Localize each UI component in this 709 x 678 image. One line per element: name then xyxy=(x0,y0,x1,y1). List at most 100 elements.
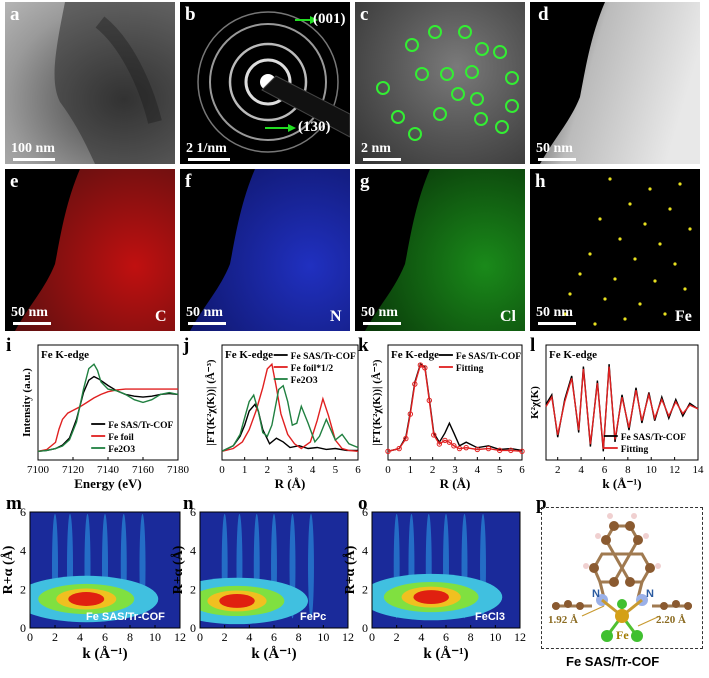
panel-letter: p xyxy=(536,493,547,514)
scale-label: 100 nm xyxy=(11,141,55,156)
x-tick-label: 2 xyxy=(52,630,58,644)
panel-f-nitrogen-map: f N 50 nm xyxy=(180,169,350,331)
panel-letter: g xyxy=(360,171,370,192)
legend-label: Fitting xyxy=(456,364,484,374)
series-line-fe-foil xyxy=(37,388,178,452)
nitrogen-label: N xyxy=(646,588,654,600)
y-tick-label: 4 xyxy=(20,544,26,558)
fitting-point xyxy=(451,443,457,449)
panel-letter: a xyxy=(10,4,20,25)
plot-frame xyxy=(221,344,359,461)
panel-letter: o xyxy=(358,493,368,514)
panel-letter: f xyxy=(185,171,192,192)
panel-letter: c xyxy=(360,4,369,25)
heatmap-band xyxy=(383,581,479,613)
heatmap-band xyxy=(56,588,117,610)
x-tick-label: 0 xyxy=(27,630,33,644)
x-tick-label: 4 xyxy=(418,630,424,644)
ring-label-130: (130) xyxy=(298,119,331,135)
heatmap-streak xyxy=(52,513,58,619)
x-tick-label: 0 xyxy=(197,630,203,644)
scale-bar xyxy=(13,158,55,161)
legend-label: Fitting xyxy=(621,445,649,455)
series-line-fe-sas-tr-cof xyxy=(545,364,699,452)
legend-label: Fe SAS/Tr-COF xyxy=(456,352,521,362)
edge-label: Fe K-edge xyxy=(225,349,273,361)
panel-letter: b xyxy=(185,4,196,25)
scale-label: 50 nm xyxy=(536,305,573,320)
edge-label: Fe K-edge xyxy=(549,349,597,361)
panel-d-haadf-overview: d 50 nm xyxy=(530,2,700,164)
fitting-point xyxy=(496,447,503,454)
series-line-fe2o3 xyxy=(37,363,179,452)
panel-letter: k xyxy=(358,335,369,356)
plot-frame xyxy=(545,344,699,461)
heatmap-streak xyxy=(102,513,108,619)
x-tick-label: 7140 xyxy=(97,464,120,476)
legend-label: Fe foil*1/2 xyxy=(291,364,334,374)
plot-frame xyxy=(37,344,179,461)
panel-p-structure-model: N N Fe 1.92 Å 2.20 Å xyxy=(541,507,703,649)
fitting-point xyxy=(446,439,453,445)
scale-label: 50 nm xyxy=(361,305,398,320)
wavelet-sample-label: Fe SAS/Tr-COF xyxy=(86,611,165,623)
fitting-point xyxy=(442,437,448,444)
fitting-point xyxy=(426,397,433,404)
panel-letter: l xyxy=(530,335,536,356)
bond-length-fe-cl: 2.20 Å xyxy=(656,614,686,626)
y-tick-label: 4 xyxy=(190,544,196,558)
y-axis-label: R+α (Å) xyxy=(0,545,16,594)
y-tick-label: 4 xyxy=(362,544,368,558)
x-tick-label: 3 xyxy=(287,464,293,476)
x-tick-label: 8 xyxy=(296,630,302,644)
legend-label: Fe SAS/Tr-COF xyxy=(291,352,356,362)
x-tick-label: 0 xyxy=(369,630,375,644)
x-tick-label: 2 xyxy=(265,464,271,476)
x-tick-label: 6 xyxy=(102,630,108,644)
heatmap-streak xyxy=(308,513,314,619)
panel-h-iron-map: h Fe 50 nm xyxy=(530,169,700,331)
legend-label: Fe2O3 xyxy=(291,376,318,386)
x-tick-label: 10 xyxy=(317,630,329,644)
y-tick-label: 0 xyxy=(20,621,26,635)
y-axis-label: |FT(K²χ(K))| (Å⁻³) xyxy=(205,359,217,446)
heatmap-streak xyxy=(271,513,277,619)
series-line-fe-foil-1-2 xyxy=(221,362,359,452)
x-axis-label: k (Å⁻¹) xyxy=(602,476,641,491)
x-tick-label: 8 xyxy=(625,464,631,476)
x-axis-label: k (Å⁻¹) xyxy=(423,646,468,662)
x-tick-label: 6 xyxy=(443,630,449,644)
x-tick-label: 8 xyxy=(127,630,133,644)
panel-c-haadf-image: c 2 nm xyxy=(355,2,525,164)
fitting-point xyxy=(474,446,481,453)
scale-label: 2 1/nm xyxy=(186,141,227,156)
panel-letter: i xyxy=(6,335,12,356)
series-line-fe2o3 xyxy=(221,384,359,452)
fitting-point xyxy=(463,444,469,451)
heatmap-streak xyxy=(139,513,146,619)
x-tick-label: 10 xyxy=(149,630,161,644)
series-line-fe-sas-tr-cof xyxy=(387,363,523,452)
heatmap-streak xyxy=(480,513,486,619)
x-tick-label: 12 xyxy=(174,630,186,644)
heatmap-streak xyxy=(443,513,449,619)
fitting-point xyxy=(385,448,391,454)
fitting-point xyxy=(485,445,492,452)
fitting-point xyxy=(396,445,402,452)
element-label: Fe xyxy=(675,308,692,325)
x-tick-label: 1 xyxy=(242,464,248,476)
scale-label: 50 nm xyxy=(11,305,48,320)
legend-label: Fe SAS/Tr-COF xyxy=(621,433,686,443)
x-axis-label: k (Å⁻¹) xyxy=(82,646,127,662)
nitrogen-label: N xyxy=(592,588,600,600)
x-tick-label: 6 xyxy=(271,630,277,644)
wavelet-sample-label: FePc xyxy=(300,611,327,623)
scale-label: 50 nm xyxy=(186,305,223,320)
wavelet-sample-label: FeCl3 xyxy=(475,611,505,623)
fitting-point xyxy=(417,362,424,368)
heatmap-band xyxy=(38,583,135,615)
fitting-point xyxy=(508,447,514,454)
y-tick-label: 0 xyxy=(362,621,368,635)
heatmap-band xyxy=(207,590,267,612)
y-axis-label: K²χ(K) xyxy=(529,386,541,419)
